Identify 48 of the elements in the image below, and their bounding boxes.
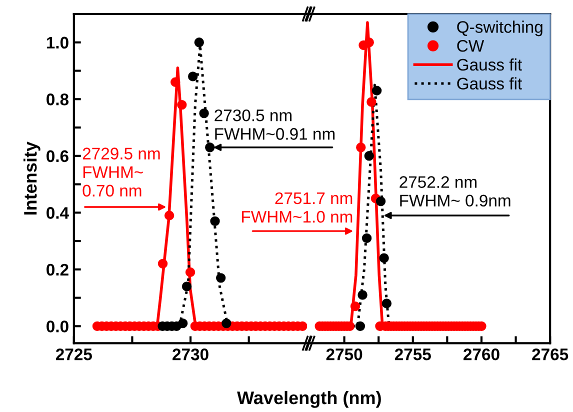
point xyxy=(194,38,204,48)
point xyxy=(379,253,389,263)
x-tick-label: 2765 xyxy=(532,348,568,360)
point xyxy=(364,151,374,161)
y-tick-label: 1.0 xyxy=(46,36,68,49)
point xyxy=(222,318,232,328)
point xyxy=(356,142,366,152)
y-tick-label: 0.6 xyxy=(46,150,68,162)
x-tick-label: 2730 xyxy=(172,348,208,360)
point xyxy=(364,38,374,48)
y-axis-title: Intensity xyxy=(24,142,40,215)
point xyxy=(355,321,366,332)
point xyxy=(216,273,226,283)
point xyxy=(188,72,198,82)
annotation: 2730.5 nm FWHM~0.91 nm xyxy=(214,109,335,140)
annotation: 2751.7 nm FWHM~1.0 nm xyxy=(242,192,352,223)
point xyxy=(382,298,392,308)
point xyxy=(372,86,382,96)
y-tick-label: 0.0 xyxy=(46,320,68,332)
y-tick-label: 0.2 xyxy=(46,264,68,276)
point xyxy=(350,301,360,312)
y-tick-label: 0.8 xyxy=(46,94,69,106)
point xyxy=(376,196,386,206)
point xyxy=(210,216,220,226)
point xyxy=(158,258,168,269)
x-tick-label: 2725 xyxy=(56,348,92,360)
legend-label: Gauss fit xyxy=(457,58,522,71)
annotation: 2729.5 nm FWHM~ 0.70 nm xyxy=(82,148,160,197)
point xyxy=(164,210,174,220)
x-tick-label: 2750 xyxy=(326,348,362,360)
point xyxy=(170,77,180,87)
x-tick-label: 2755 xyxy=(394,348,431,360)
legend-label: Q-switching xyxy=(457,20,542,36)
legend-label: CW xyxy=(457,40,484,52)
x-tick-label: 2760 xyxy=(464,348,500,360)
point xyxy=(178,318,188,328)
point xyxy=(366,97,376,107)
point xyxy=(182,282,192,292)
legend-label: Gauss fit xyxy=(457,77,522,90)
point xyxy=(177,100,187,110)
x-axis-title: Wavelength (nm) xyxy=(237,390,381,408)
y-tick-label: 0.4 xyxy=(46,207,69,219)
point xyxy=(205,142,215,152)
point xyxy=(199,108,209,118)
point xyxy=(358,290,368,300)
point xyxy=(185,267,196,278)
annotation: 2752.2 nm FWHM~ 0.9nm xyxy=(400,176,510,207)
point xyxy=(362,233,372,244)
